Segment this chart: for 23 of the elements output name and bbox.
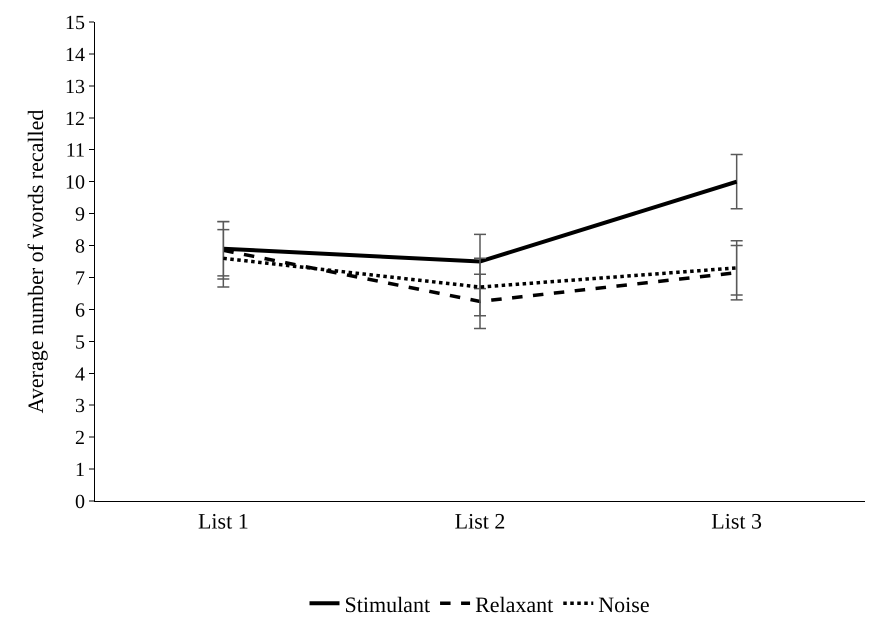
y-tick-label: 10 [65,172,85,194]
y-tick-label: 14 [65,44,85,66]
y-tick-label: 3 [75,395,85,418]
y-tick-label: 4 [75,363,85,386]
y-tick-label: 2 [75,427,85,450]
y-tick-label: 1 [75,459,85,482]
legend-label: Stimulant [344,592,430,617]
legend-label: Relaxant [475,592,554,617]
y-tick-label: 15 [65,12,85,34]
y-tick-label: 5 [75,331,85,354]
x-tick-label: List 1 [198,508,249,534]
y-tick-label: 0 [75,491,85,513]
x-tick-label: List 2 [454,508,506,534]
y-axis-title: Average number of words recalled [22,110,48,414]
y-tick-label: 12 [65,108,85,130]
y-tick-label: 9 [75,204,85,226]
x-tick-label: List 3 [711,508,762,534]
legend-label: Noise [598,592,650,617]
y-tick-label: 11 [66,140,85,162]
y-tick-label: 13 [65,76,85,98]
y-tick-label: 7 [75,267,85,290]
y-tick-label: 6 [75,299,85,322]
y-tick-label: 8 [75,236,85,258]
